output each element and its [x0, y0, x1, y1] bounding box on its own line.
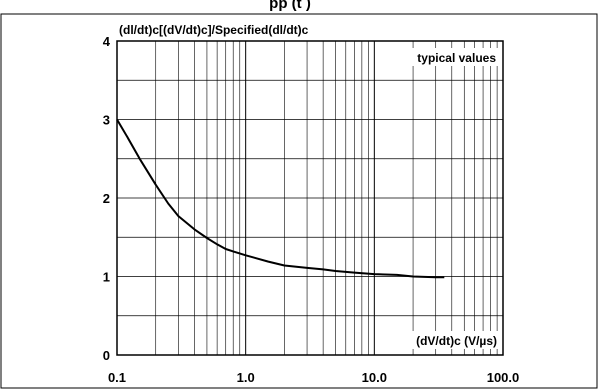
y-tick-label: 3 [103, 113, 110, 128]
y-tick-label: 0 [103, 348, 110, 363]
xlabel-background [384, 331, 501, 349]
y-tick-label: 4 [103, 34, 111, 49]
y-tick-label: 2 [103, 191, 110, 206]
plot-border [116, 40, 504, 356]
annotation-background [384, 48, 500, 66]
title-background [118, 23, 350, 39]
x-tick-label: 10.0 [362, 370, 387, 385]
x-tick-label: 100.0 [487, 370, 520, 385]
y-axis-tick-labels: 0 1 2 3 4 [103, 34, 111, 363]
y-tick-label: 1 [103, 270, 110, 285]
grid [117, 41, 503, 355]
x-axis-label: (dV/dt)c (V/µs) [416, 334, 497, 348]
x-tick-label: 1.0 [237, 370, 255, 385]
annotation-typical-values: typical values [417, 51, 496, 65]
page-header: pp (t ) [269, 0, 311, 12]
x-axis-tick-labels: 0.1 1.0 10.0 100.0 [108, 370, 519, 385]
x-tick-label: 0.1 [108, 370, 126, 385]
figure-frame [0, 13, 598, 389]
series-line [116, 118, 445, 279]
chart-title: (dl/dt)c[(dV/dt)c]/Specified(dl/dt)c [119, 23, 309, 37]
